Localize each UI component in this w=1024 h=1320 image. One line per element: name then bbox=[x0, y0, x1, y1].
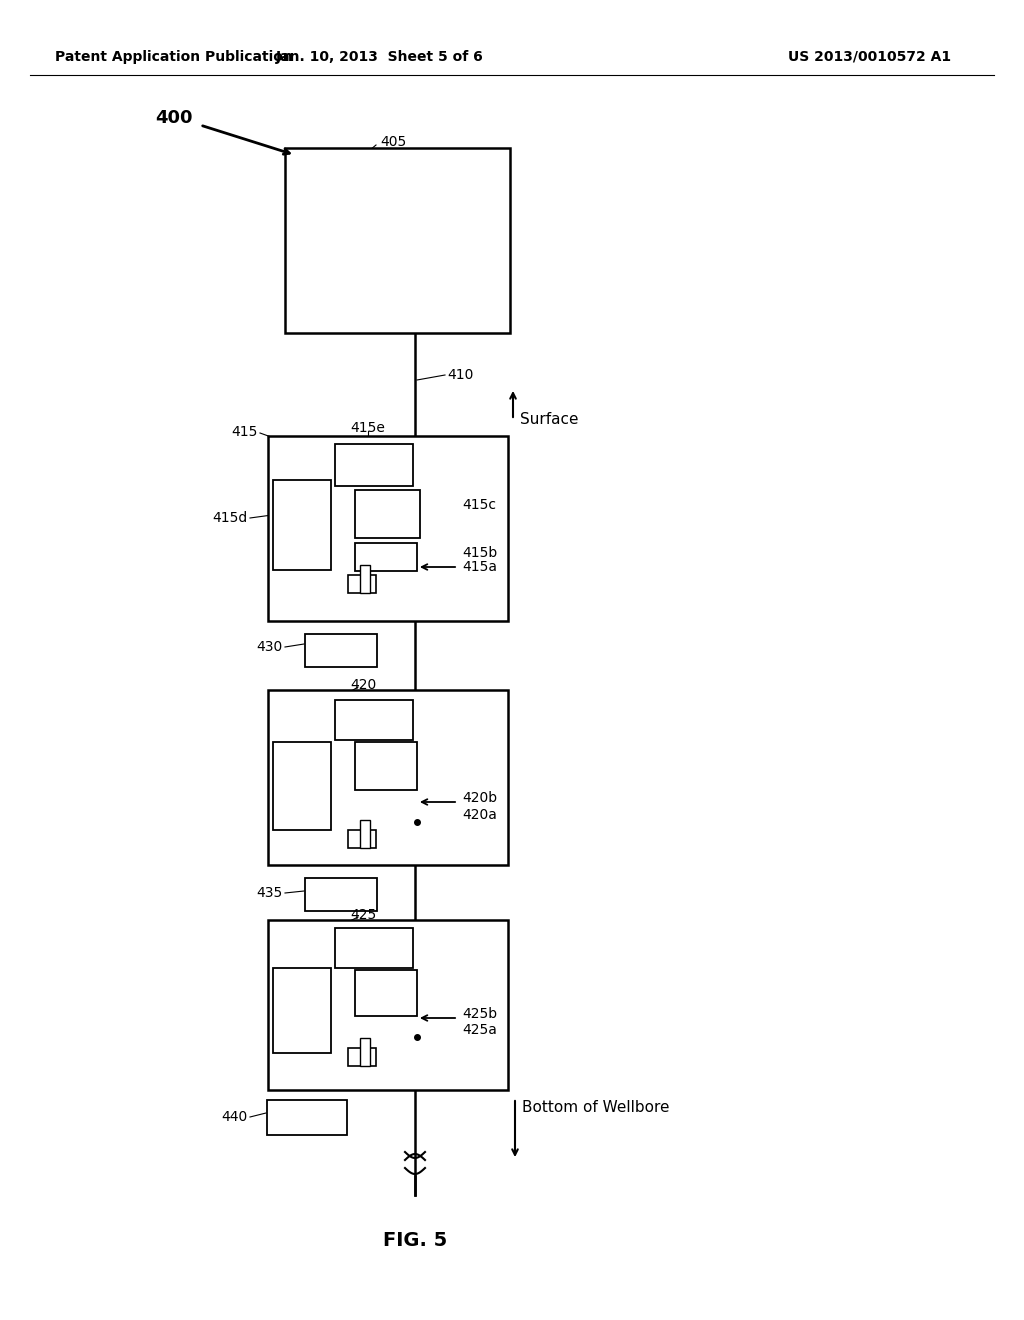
Bar bbox=[355, 543, 417, 572]
Bar bbox=[335, 928, 413, 968]
Text: Bottom of Wellbore: Bottom of Wellbore bbox=[522, 1101, 670, 1115]
Bar bbox=[268, 920, 508, 1090]
Text: Surface: Surface bbox=[520, 412, 579, 428]
Bar bbox=[285, 148, 510, 333]
Text: 435: 435 bbox=[257, 886, 283, 900]
Bar bbox=[335, 700, 413, 741]
Text: 415: 415 bbox=[231, 425, 258, 440]
Text: Jan. 10, 2013  Sheet 5 of 6: Jan. 10, 2013 Sheet 5 of 6 bbox=[276, 50, 484, 63]
Bar bbox=[355, 742, 417, 789]
Bar bbox=[273, 480, 331, 570]
Bar bbox=[268, 436, 508, 620]
Text: 405: 405 bbox=[380, 135, 407, 149]
Text: 425: 425 bbox=[350, 908, 376, 921]
Bar bbox=[348, 1048, 376, 1067]
Bar bbox=[360, 1038, 370, 1067]
Text: 425b: 425b bbox=[462, 1007, 497, 1020]
Text: 420a: 420a bbox=[462, 808, 497, 822]
Text: 410: 410 bbox=[447, 368, 473, 381]
Bar bbox=[355, 490, 420, 539]
Bar bbox=[268, 690, 508, 865]
Bar bbox=[360, 820, 370, 847]
Bar bbox=[273, 968, 331, 1053]
Bar bbox=[267, 1100, 347, 1135]
Text: 415e: 415e bbox=[350, 421, 385, 436]
Text: FIG. 5: FIG. 5 bbox=[383, 1230, 447, 1250]
Text: 420: 420 bbox=[350, 678, 376, 692]
Bar bbox=[355, 970, 417, 1016]
Text: 415c: 415c bbox=[462, 498, 496, 512]
Bar bbox=[305, 634, 377, 667]
Bar bbox=[273, 742, 331, 830]
Bar bbox=[335, 444, 413, 486]
Text: Patent Application Publication: Patent Application Publication bbox=[55, 50, 293, 63]
Bar bbox=[348, 576, 376, 593]
Text: 430: 430 bbox=[257, 640, 283, 653]
Bar bbox=[305, 878, 377, 911]
Text: 415b: 415b bbox=[462, 546, 498, 560]
Bar bbox=[360, 565, 370, 593]
Text: US 2013/0010572 A1: US 2013/0010572 A1 bbox=[788, 50, 951, 63]
Text: 415d: 415d bbox=[213, 511, 248, 525]
Text: 400: 400 bbox=[155, 110, 193, 127]
Bar bbox=[348, 830, 376, 847]
Text: 425a: 425a bbox=[462, 1023, 497, 1038]
Text: 415a: 415a bbox=[462, 560, 497, 574]
Text: 440: 440 bbox=[222, 1110, 248, 1125]
Text: 420b: 420b bbox=[462, 791, 497, 805]
